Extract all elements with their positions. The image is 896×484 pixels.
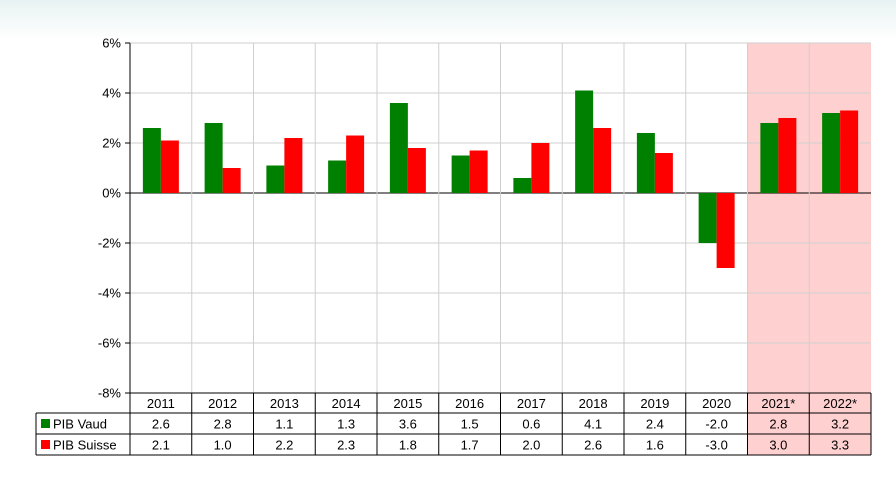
category-label: 2017 <box>517 396 546 411</box>
category-label: 2020 <box>702 396 731 411</box>
data-table-cell: 3.0 <box>769 438 787 453</box>
legend-swatch <box>41 440 50 449</box>
category-label: 2014 <box>332 396 361 411</box>
bar-pib-vaud-2011 <box>142 128 161 193</box>
y-tick-label: 0% <box>102 186 121 201</box>
category-label: 2015 <box>393 396 422 411</box>
data-table-cell: 1.3 <box>337 417 355 432</box>
legend-label: PIB Vaud <box>53 417 107 432</box>
category-label: 2012 <box>208 396 237 411</box>
data-table-cell: 2.1 <box>152 438 170 453</box>
forecast-shade <box>747 43 810 455</box>
category-label: 2018 <box>579 396 608 411</box>
bar-pib-suisse-2011 <box>160 140 179 193</box>
data-table-cell: 3.6 <box>399 417 417 432</box>
data-table-cell: 2.8 <box>769 417 787 432</box>
data-table-cell: 1.7 <box>461 438 479 453</box>
y-tick-label: -8% <box>98 386 122 401</box>
category-label: 2021* <box>761 396 795 411</box>
bar-pib-suisse-2016 <box>469 150 488 193</box>
bar-pib-suisse-2017 <box>531 143 550 193</box>
category-label: 2022* <box>823 396 857 411</box>
bar-pib-suisse-2014 <box>346 135 365 193</box>
data-table-cell: 3.2 <box>831 417 849 432</box>
bar-pib-vaud-2019 <box>636 133 655 193</box>
bar-pib-vaud-2016 <box>451 155 470 193</box>
bar-pib-vaud-2012 <box>204 123 223 193</box>
data-table-cell: 0.6 <box>522 417 540 432</box>
category-label: 2011 <box>147 396 175 411</box>
y-tick-label: -2% <box>98 236 122 251</box>
category-label: 2019 <box>640 396 669 411</box>
bar-pib-vaud-2017 <box>513 178 532 193</box>
bar-pib-suisse-2020 <box>716 193 735 268</box>
bar-pib-suisse-2019 <box>654 153 673 193</box>
data-table-cell: 1.6 <box>646 438 664 453</box>
data-table-cell: 2.6 <box>584 438 602 453</box>
y-tick-label: -4% <box>98 286 122 301</box>
y-tick-label: 6% <box>102 36 121 51</box>
data-table-cell: -2.0 <box>705 417 727 432</box>
data-table-cell: 2.0 <box>522 438 540 453</box>
category-label: 2013 <box>270 396 299 411</box>
data-table-cell: 1.1 <box>275 417 293 432</box>
bar-pib-suisse-2022 <box>840 110 859 193</box>
data-table-cell: 1.0 <box>214 438 232 453</box>
data-table-cell: 2.8 <box>214 417 232 432</box>
bar-pib-vaud-2014 <box>328 160 347 193</box>
y-tick-label: 4% <box>102 86 121 101</box>
bar-pib-vaud-2022 <box>822 113 841 193</box>
bar-pib-vaud-2018 <box>575 90 594 193</box>
data-table-cell: 1.5 <box>461 417 479 432</box>
bar-pib-vaud-2015 <box>389 103 408 193</box>
data-table-cell: -3.0 <box>705 438 727 453</box>
bar-pib-suisse-2013 <box>284 138 303 193</box>
bar-pib-suisse-2015 <box>407 148 426 193</box>
category-label: 2016 <box>455 396 484 411</box>
legend-label: PIB Suisse <box>53 438 117 453</box>
bar-pib-vaud-2021 <box>760 123 779 193</box>
data-table-cell: 2.4 <box>646 417 664 432</box>
legend-swatch <box>41 419 50 428</box>
data-table-cell: 3.3 <box>831 438 849 453</box>
bar-pib-suisse-2012 <box>222 168 241 193</box>
y-tick-label: -6% <box>98 336 122 351</box>
bar-pib-suisse-2021 <box>778 118 797 193</box>
data-table-cell: 2.3 <box>337 438 355 453</box>
bar-pib-vaud-2013 <box>266 165 285 193</box>
data-table-cell: 2.2 <box>275 438 293 453</box>
data-table-cell: 1.8 <box>399 438 417 453</box>
bar-pib-vaud-2020 <box>698 193 717 243</box>
data-table-cell: 2.6 <box>152 417 170 432</box>
bar-pib-suisse-2018 <box>593 128 612 193</box>
y-tick-label: 2% <box>102 136 121 151</box>
data-table-cell: 4.1 <box>584 417 602 432</box>
